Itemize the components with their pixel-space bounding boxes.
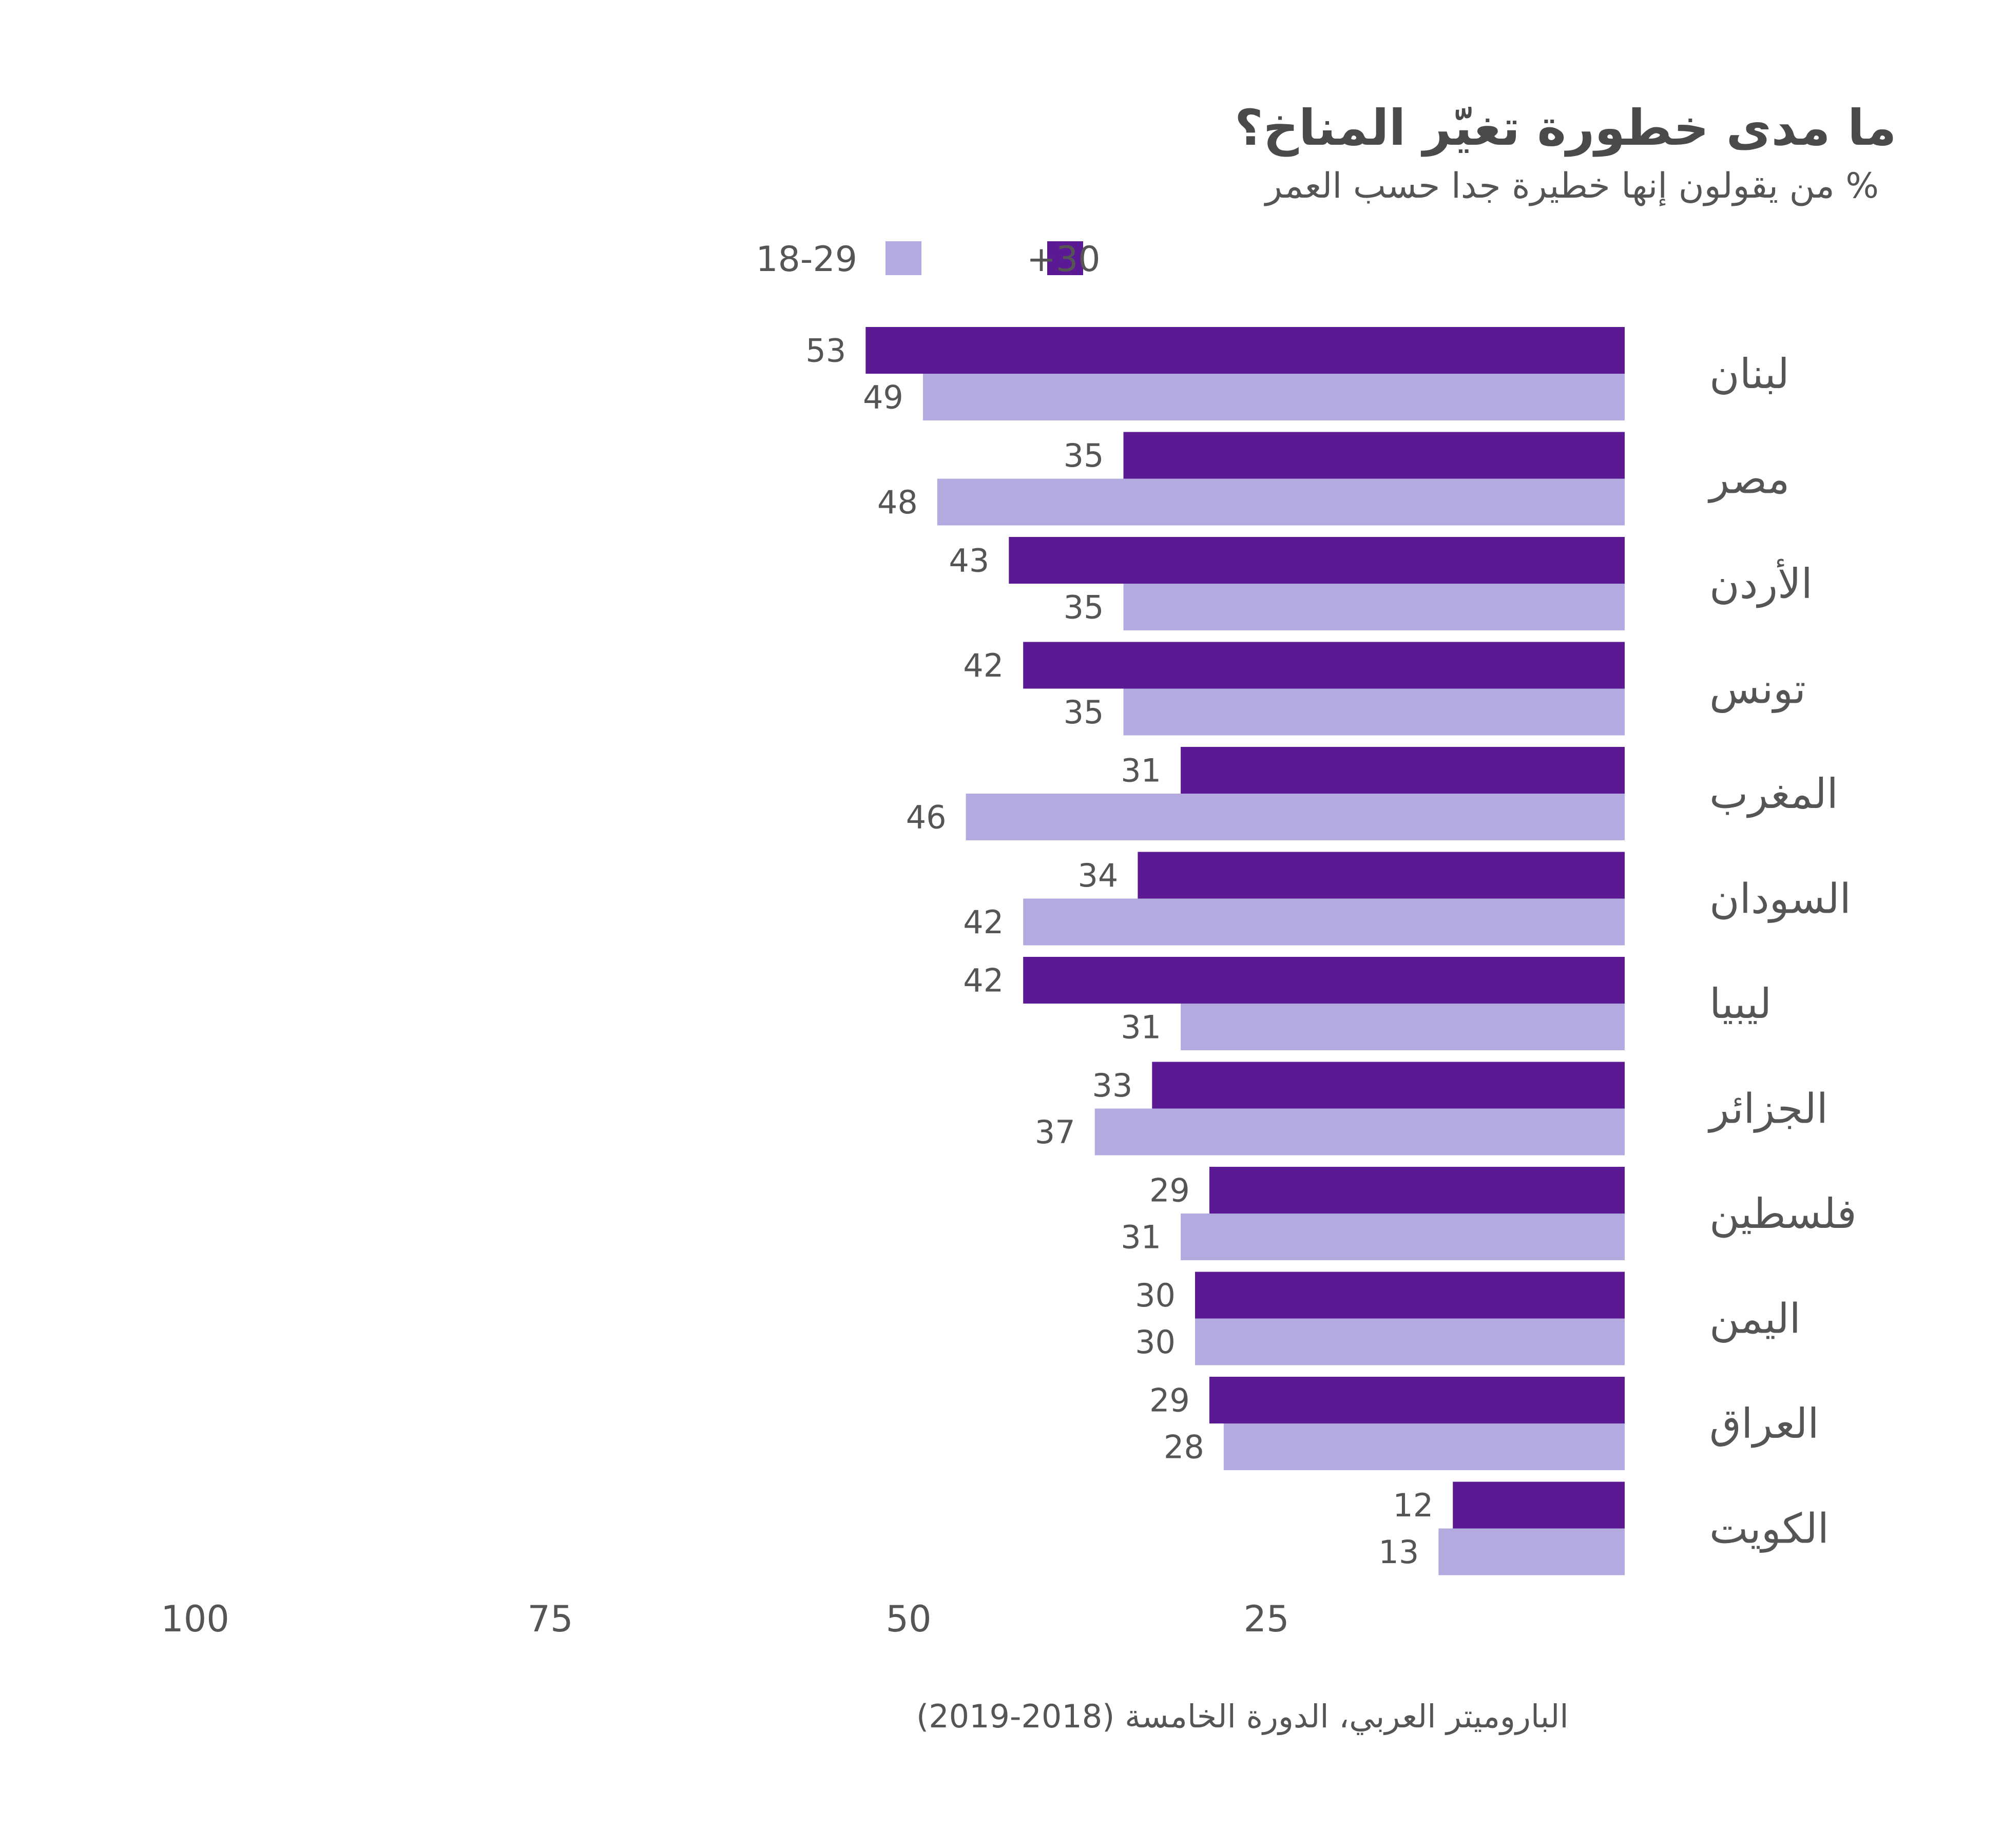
bar-30plus: [1123, 432, 1625, 479]
bar-18-29: [1181, 1214, 1625, 1260]
bar-18-29: [1195, 1318, 1625, 1365]
bar-30plus: [1195, 1272, 1625, 1319]
category-label: المغرب: [1709, 770, 1838, 818]
category-label: السودان: [1709, 875, 1851, 923]
data-label: 42: [963, 962, 1004, 999]
category-label: فلسطين: [1709, 1190, 1857, 1238]
bar-30plus: [1023, 642, 1625, 689]
bar-30plus: [1152, 1062, 1625, 1109]
category-label: اليمن: [1709, 1295, 1801, 1343]
data-label: 28: [1164, 1429, 1204, 1466]
x-tick-label: 50: [886, 1598, 931, 1640]
bars-group: لبنان 53 49 مصر 35 48 الأردن 43 35 تونس 42 35 المغرب…: [805, 327, 1857, 1575]
category-label: تونس: [1709, 665, 1806, 714]
data-label: 13: [1378, 1533, 1419, 1571]
bar-30plus: [1453, 1481, 1625, 1529]
data-label: 42: [963, 647, 1004, 684]
data-label: 33: [1092, 1067, 1132, 1104]
bar-30plus: [1209, 1167, 1625, 1214]
bar-30plus: [1009, 537, 1625, 584]
data-label: 37: [1035, 1113, 1075, 1151]
category-label: العراق: [1709, 1400, 1819, 1448]
bar-30plus: [865, 327, 1625, 374]
data-label: 49: [863, 379, 903, 416]
data-label: 46: [906, 799, 947, 836]
bar-30plus: [1138, 852, 1625, 899]
bar-18-29: [937, 478, 1625, 526]
bar-18-29: [1094, 1108, 1625, 1156]
data-label: 35: [1064, 694, 1104, 731]
source-note: الباروميتر العربي، الدورة الخامسة (2018-…: [916, 1698, 1569, 1735]
bar-30plus: [1209, 1377, 1625, 1423]
category-label: ليبيا: [1709, 980, 1772, 1028]
data-label: 12: [1393, 1487, 1433, 1524]
bar-18-29: [1123, 584, 1625, 630]
chart-title: ما مدى خطورة تغيّر المناخ؟: [1235, 99, 1896, 157]
bar-18-29: [1438, 1528, 1625, 1575]
data-label: 48: [877, 484, 918, 521]
data-label: 35: [1064, 437, 1104, 474]
data-label: 30: [1135, 1277, 1176, 1314]
bar-18-29: [1223, 1423, 1625, 1470]
legend-swatch-30plus: [1047, 241, 1083, 275]
x-axis-ticks: 100 75 50 25: [161, 1598, 1289, 1640]
data-label: 29: [1149, 1172, 1190, 1209]
legend: 30+ 18-29: [756, 239, 1100, 280]
data-label: 29: [1149, 1382, 1190, 1419]
data-label: 31: [1121, 752, 1161, 790]
category-label: الأردن: [1709, 559, 1813, 608]
data-label: 35: [1064, 589, 1104, 626]
category-label: الكويت: [1709, 1505, 1829, 1553]
chart-subtitle: % من يقولون إنها خطيرة جدا حسب العمر: [1264, 166, 1879, 206]
data-label: 34: [1077, 857, 1118, 894]
bar-18-29: [966, 794, 1625, 840]
bar-18-29: [1023, 898, 1625, 946]
category-label: الجزائر: [1707, 1085, 1828, 1133]
bar-30plus: [1023, 957, 1625, 1004]
x-tick-label: 25: [1243, 1598, 1289, 1640]
data-label: 42: [963, 903, 1004, 941]
category-label: لبنان: [1709, 350, 1789, 398]
category-label: مصر: [1707, 455, 1789, 504]
bar-18-29: [1123, 688, 1625, 736]
data-label: 31: [1121, 1009, 1161, 1046]
data-label: 43: [949, 542, 989, 580]
legend-label-30plus: 30+: [1027, 239, 1101, 280]
x-tick-label: 100: [161, 1598, 229, 1640]
legend-swatch-18-29: [886, 241, 921, 275]
bar-18-29: [1181, 1004, 1625, 1050]
bar-18-29: [922, 374, 1625, 420]
bar-30plus: [1181, 747, 1625, 794]
data-label: 53: [805, 332, 846, 370]
x-tick-label: 75: [527, 1598, 573, 1640]
data-label: 31: [1121, 1219, 1161, 1256]
data-label: 30: [1135, 1323, 1176, 1361]
legend-label-18-29: 18-29: [756, 239, 857, 280]
